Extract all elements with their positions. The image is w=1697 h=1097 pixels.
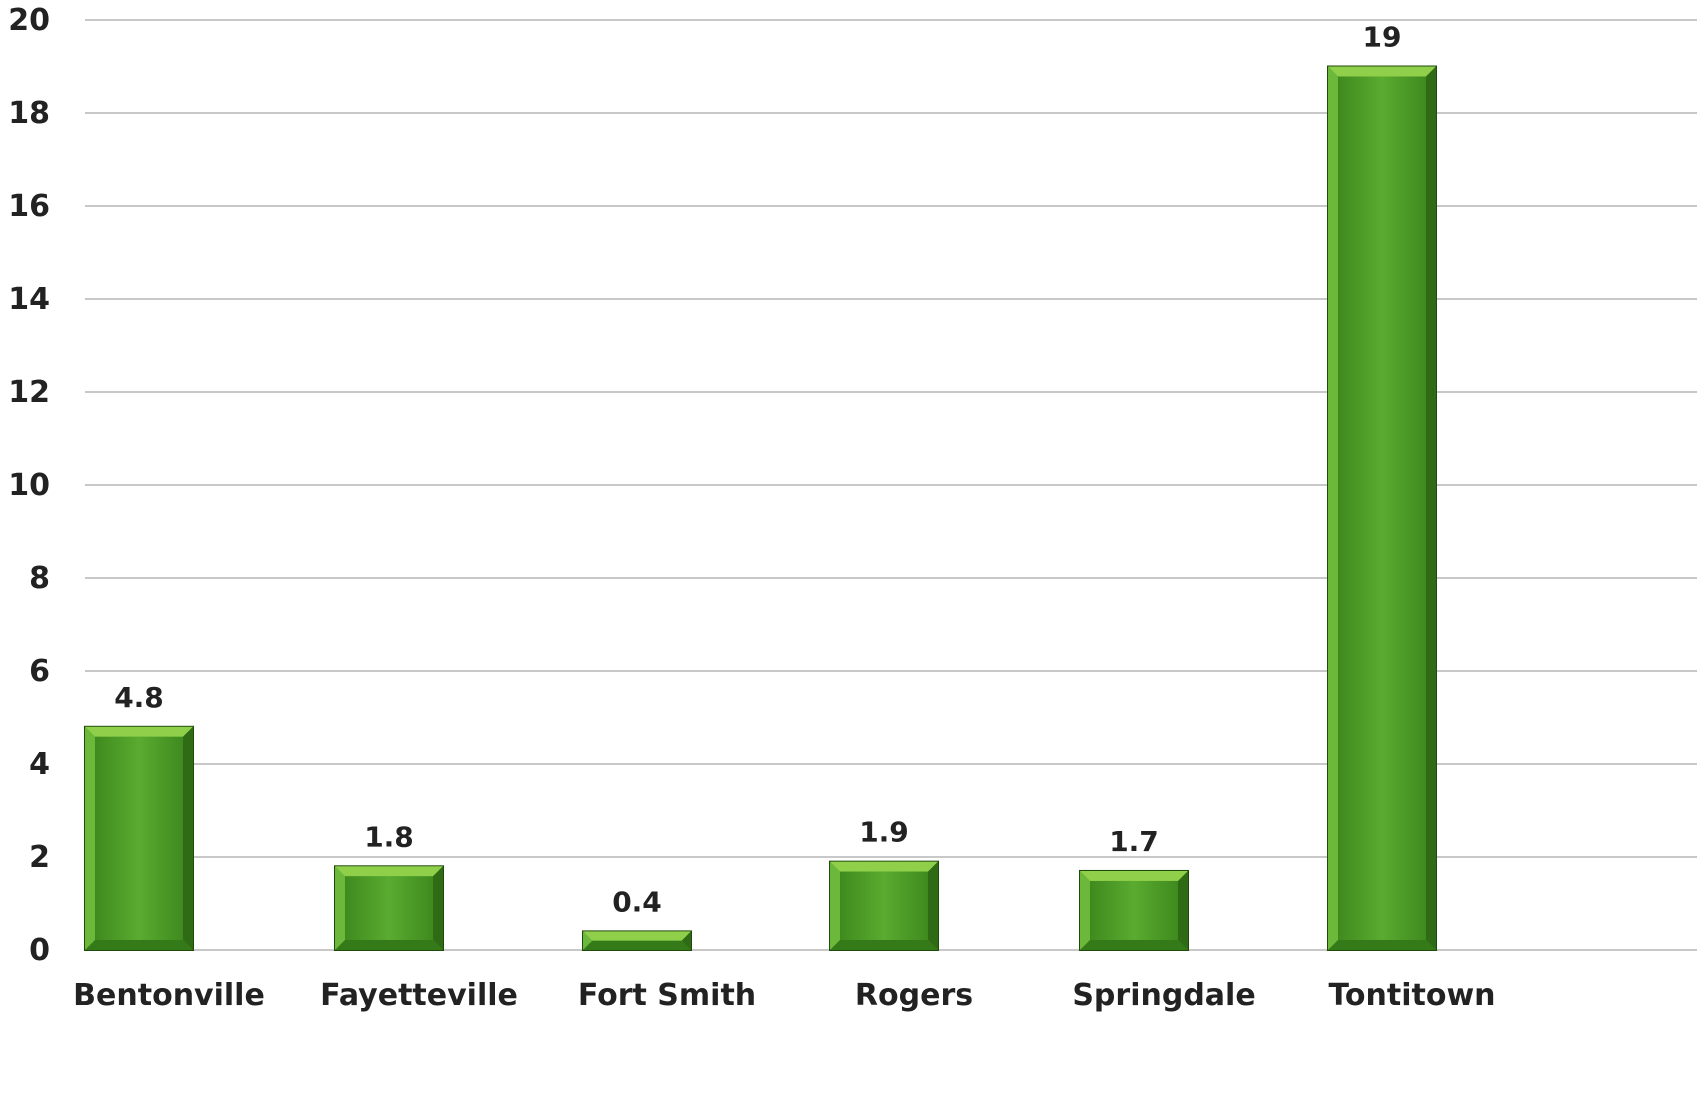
gridlines	[85, 19, 1697, 951]
bar-fort-smith	[582, 930, 692, 952]
y-tick-label-4: 4	[29, 747, 50, 782]
data-label-tontitown: 19	[1363, 21, 1402, 54]
x-category-label-fort-smith: Fort Smith	[578, 978, 756, 1013]
y-tick-label-10: 10	[8, 468, 50, 503]
y-tick-label-0: 0	[29, 933, 50, 968]
x-category-label-tontitown: Tontitown	[1328, 978, 1495, 1013]
y-tick-label-2: 2	[29, 840, 50, 875]
y-axis-tick-labels: 0 2 4 6 8 10 12 14 16 18 20	[8, 3, 50, 968]
x-axis-category-labels: Bentonville Fayetteville Fort Smith Rogers S…	[73, 978, 1495, 1013]
bars	[84, 65, 1437, 952]
x-category-label-bentonville: Bentonville	[73, 978, 265, 1013]
y-tick-label-6: 6	[29, 654, 50, 689]
x-category-label-springdale: Springdale	[1072, 978, 1255, 1013]
data-label-bentonville: 4.8	[114, 681, 164, 714]
x-category-label-rogers: Rogers	[855, 978, 973, 1013]
y-tick-label-14: 14	[8, 282, 50, 317]
data-label-fayetteville: 1.8	[364, 820, 414, 853]
bar-fayetteville	[334, 865, 444, 951]
y-tick-label-12: 12	[8, 375, 50, 410]
x-category-label-fayetteville: Fayetteville	[320, 978, 518, 1013]
bar-tontitown	[1327, 65, 1437, 951]
y-tick-label-18: 18	[8, 96, 50, 131]
y-tick-label-16: 16	[8, 189, 50, 224]
data-label-rogers: 1.9	[859, 816, 909, 849]
bar-rogers	[829, 860, 939, 952]
data-label-springdale: 1.7	[1109, 825, 1159, 858]
y-tick-label-20: 20	[8, 3, 50, 38]
bar-springdale	[1079, 869, 1189, 952]
bar-bentonville	[84, 725, 194, 951]
data-labels: 4.8 1.8 0.4 1.9 1.7 19	[114, 21, 1401, 919]
data-label-fort-smith: 0.4	[612, 885, 662, 918]
y-tick-label-8: 8	[29, 561, 50, 596]
